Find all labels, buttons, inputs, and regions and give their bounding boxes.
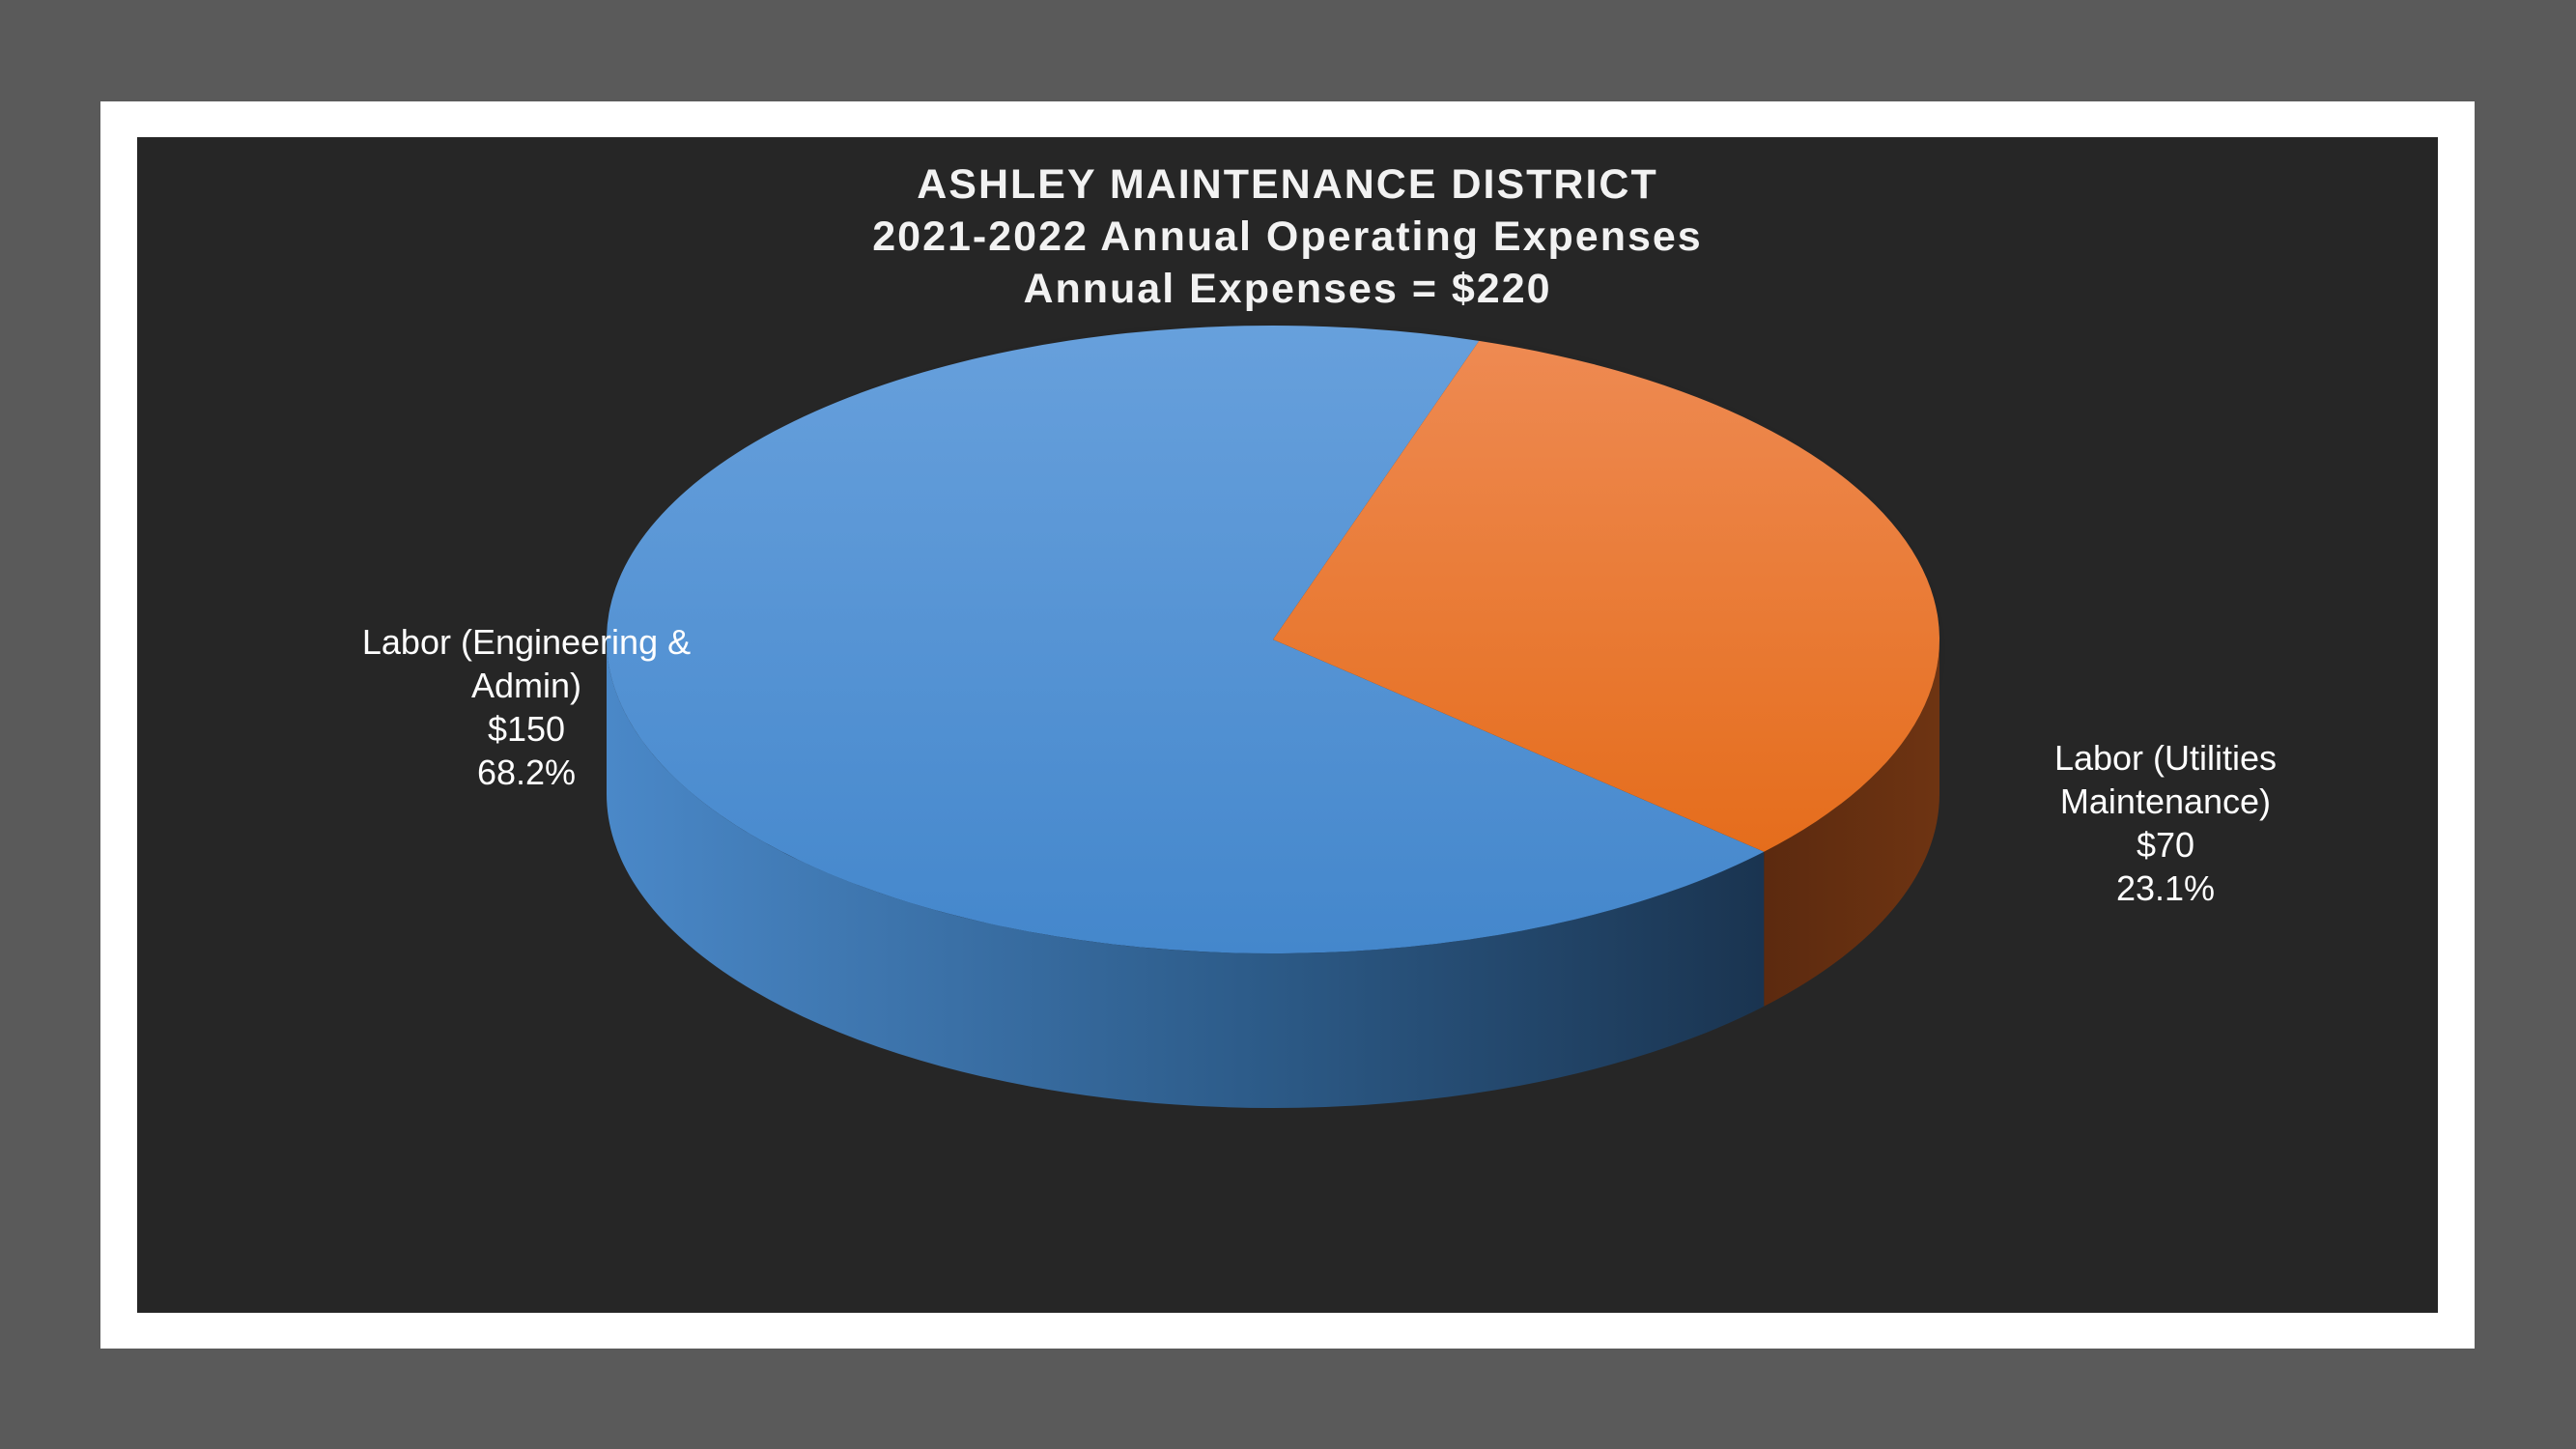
chart-title: ASHLEY MAINTENANCE DISTRICT 2021-2022 An… (137, 158, 2438, 315)
slice-utilities-maintenance-top (1273, 340, 1939, 852)
chart-title-line-1: ASHLEY MAINTENANCE DISTRICT (917, 161, 1658, 208)
slice-engineering-admin-side (607, 639, 1765, 1108)
slice-percent-label: 23.1% (2115, 868, 2216, 908)
slice-engineering-admin-top (607, 326, 1765, 953)
slice-name-line-2: Admin) (470, 666, 582, 705)
outer-frame: ASHLEY MAINTENANCE DISTRICT 2021-2022 An… (100, 101, 2475, 1349)
slice-value-label: $150 (487, 709, 566, 749)
slice-name-line-1: Labor (Engineering & (361, 622, 692, 662)
slice-utilities-maintenance-side (1764, 639, 1939, 1007)
slice-label-utilities-maintenance: Labor (Utilities Maintenance) $70 23.1% (1972, 736, 2359, 910)
slice-name-line-2: Maintenance) (2059, 781, 2272, 821)
slice-value-label: $70 (2136, 825, 2195, 865)
slice-percent-label: 68.2% (476, 753, 577, 792)
chart-area: ASHLEY MAINTENANCE DISTRICT 2021-2022 An… (137, 137, 2438, 1313)
chart-title-line-3: Annual Expenses = $220 (1023, 266, 1552, 312)
pie-chart (607, 326, 1939, 1108)
slice-name-line-1: Labor (Utilities (2053, 738, 2278, 778)
chart-title-line-2: 2021-2022 Annual Operating Expenses (872, 213, 1703, 260)
slice-label-engineering-admin: Labor (Engineering & Admin) $150 68.2% (237, 620, 816, 794)
